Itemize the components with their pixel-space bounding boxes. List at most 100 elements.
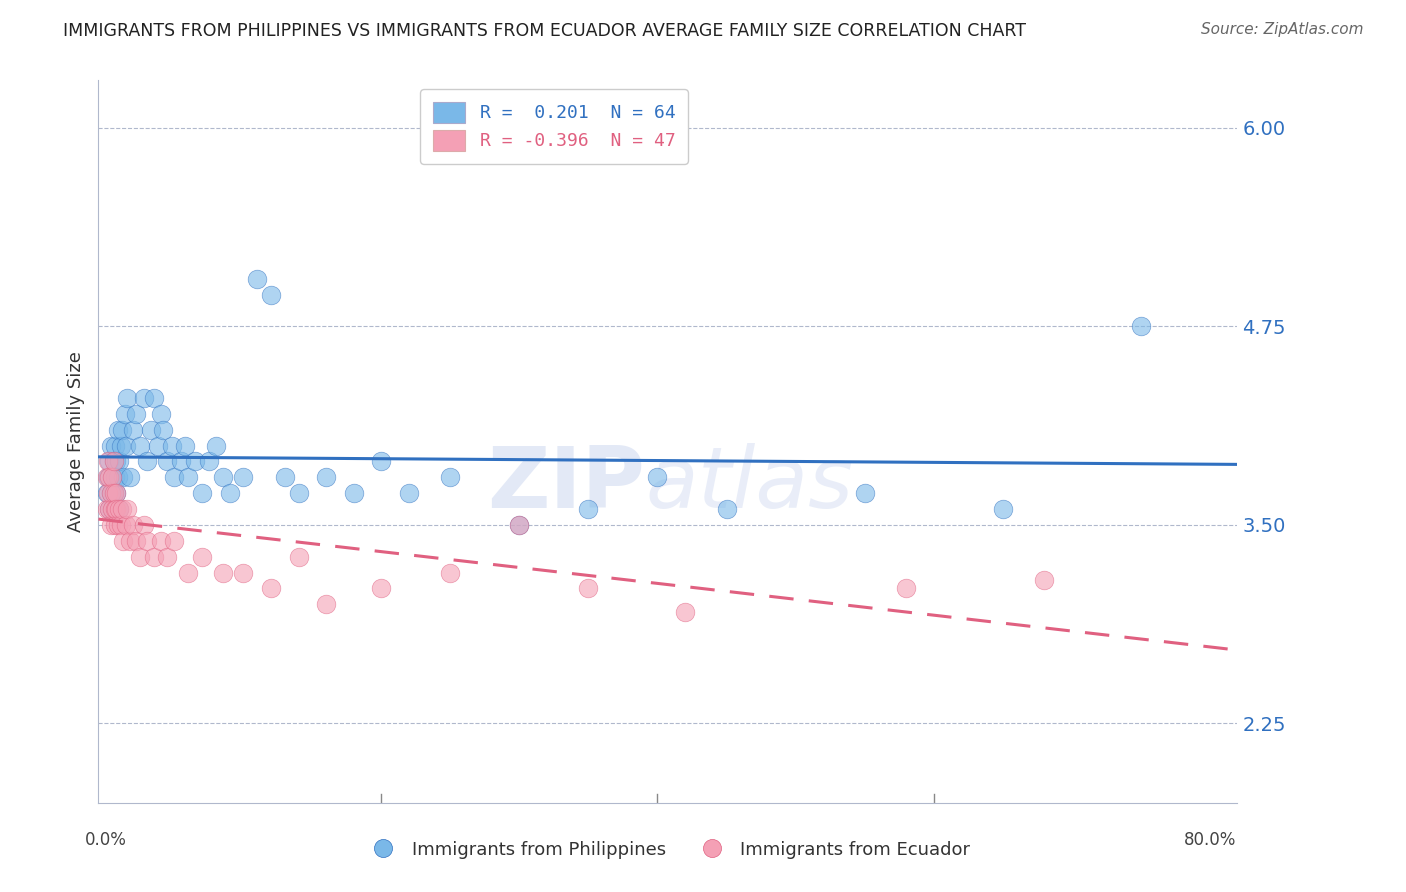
- Point: [128, 438, 150, 452]
- Text: atlas: atlas: [645, 443, 853, 526]
- Point: [105, 486, 128, 500]
- Point: [218, 486, 240, 500]
- Point: [211, 566, 233, 580]
- Point: [991, 502, 1014, 516]
- Point: [184, 454, 207, 468]
- Point: [100, 438, 122, 452]
- Text: 80.0%: 80.0%: [1184, 831, 1236, 849]
- Point: [156, 454, 179, 468]
- Point: [142, 391, 165, 405]
- Point: [177, 470, 200, 484]
- Point: [260, 287, 283, 301]
- Point: [174, 438, 197, 452]
- Point: [107, 517, 129, 532]
- Point: [508, 517, 530, 532]
- Point: [105, 454, 128, 468]
- Point: [114, 407, 136, 421]
- Text: IMMIGRANTS FROM PHILIPPINES VS IMMIGRANTS FROM ECUADOR AVERAGE FAMILY SIZE CORRE: IMMIGRANTS FROM PHILIPPINES VS IMMIGRANT…: [63, 22, 1026, 40]
- Point: [139, 423, 162, 437]
- Point: [211, 470, 233, 484]
- Point: [96, 470, 118, 484]
- Point: [97, 470, 120, 484]
- Text: ZIP: ZIP: [488, 443, 645, 526]
- Point: [97, 486, 120, 500]
- Point: [135, 533, 157, 548]
- Point: [108, 502, 131, 516]
- Point: [163, 533, 186, 548]
- Point: [101, 502, 124, 516]
- Point: [105, 502, 128, 516]
- Point: [142, 549, 165, 564]
- Point: [163, 470, 186, 484]
- Point: [578, 582, 600, 596]
- Point: [135, 454, 157, 468]
- Point: [107, 423, 129, 437]
- Point: [111, 423, 134, 437]
- Point: [103, 454, 125, 468]
- Point: [120, 533, 142, 548]
- Point: [152, 423, 174, 437]
- Point: [101, 470, 124, 484]
- Point: [104, 470, 127, 484]
- Point: [149, 533, 172, 548]
- Point: [120, 470, 142, 484]
- Point: [101, 470, 124, 484]
- Point: [115, 517, 138, 532]
- Point: [100, 486, 122, 500]
- Point: [204, 438, 226, 452]
- Point: [98, 470, 121, 484]
- Point: [191, 549, 214, 564]
- Point: [647, 470, 669, 484]
- Point: [103, 454, 125, 468]
- Point: [125, 533, 148, 548]
- Point: [98, 502, 121, 516]
- Point: [853, 486, 876, 500]
- Point: [177, 566, 200, 580]
- Point: [105, 486, 128, 500]
- Point: [122, 423, 145, 437]
- Legend: Immigrants from Philippines, Immigrants from Ecuador: Immigrants from Philippines, Immigrants …: [359, 834, 977, 866]
- Point: [110, 438, 132, 452]
- Text: 0.0%: 0.0%: [84, 831, 127, 849]
- Point: [508, 517, 530, 532]
- Point: [191, 486, 214, 500]
- Point: [107, 470, 129, 484]
- Point: [117, 391, 139, 405]
- Point: [98, 502, 121, 516]
- Point: [100, 486, 122, 500]
- Point: [128, 549, 150, 564]
- Point: [132, 391, 155, 405]
- Point: [108, 454, 131, 468]
- Point: [122, 517, 145, 532]
- Point: [439, 470, 461, 484]
- Y-axis label: Average Family Size: Average Family Size: [66, 351, 84, 532]
- Point: [315, 470, 337, 484]
- Point: [125, 407, 148, 421]
- Point: [132, 517, 155, 532]
- Point: [287, 549, 309, 564]
- Point: [112, 533, 135, 548]
- Point: [343, 486, 366, 500]
- Point: [103, 486, 125, 500]
- Point: [103, 486, 125, 500]
- Point: [170, 454, 193, 468]
- Point: [111, 502, 134, 516]
- Point: [274, 470, 297, 484]
- Point: [894, 582, 917, 596]
- Point: [117, 502, 139, 516]
- Point: [97, 454, 120, 468]
- Point: [100, 517, 122, 532]
- Text: Source: ZipAtlas.com: Source: ZipAtlas.com: [1201, 22, 1364, 37]
- Point: [101, 502, 124, 516]
- Point: [104, 502, 127, 516]
- Point: [287, 486, 309, 500]
- Point: [110, 517, 132, 532]
- Point: [146, 438, 169, 452]
- Point: [232, 470, 254, 484]
- Point: [149, 407, 172, 421]
- Point: [315, 597, 337, 611]
- Point: [96, 502, 118, 516]
- Point: [112, 470, 135, 484]
- Point: [156, 549, 179, 564]
- Point: [370, 454, 392, 468]
